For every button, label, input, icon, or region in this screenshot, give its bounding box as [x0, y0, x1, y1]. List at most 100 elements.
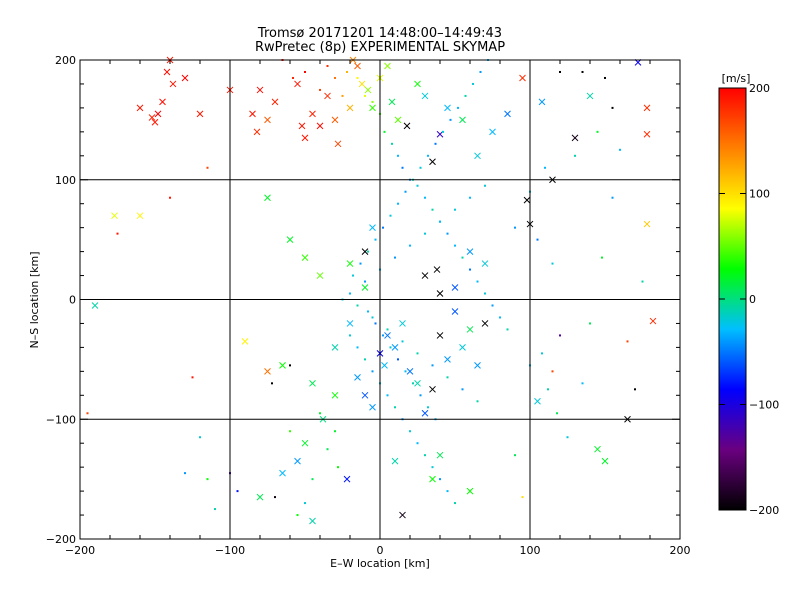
data-point-x	[481, 320, 489, 327]
data-point-stroke	[358, 80, 366, 88]
data-point-stroke	[148, 114, 156, 121]
data-point-dot	[431, 466, 434, 469]
data-point-dot	[446, 490, 449, 493]
data-point-dot	[611, 196, 614, 199]
data-point-dot	[367, 250, 369, 253]
data-point-dot	[499, 316, 501, 319]
data-point-x	[309, 379, 316, 387]
data-point-x	[466, 326, 474, 333]
scatter-plot-area: −200−200 −100 −100 0 0 100 100 200 200	[46, 54, 691, 557]
data-point-stroke	[331, 391, 339, 399]
data-point-stroke	[286, 236, 294, 243]
data-point-dot	[427, 154, 429, 157]
data-point-stroke	[474, 362, 481, 369]
data-point-dot	[386, 328, 389, 331]
data-point-x	[571, 134, 579, 142]
data-point-x	[264, 367, 271, 375]
data-point-stroke	[169, 80, 177, 88]
x-tick-label: 200	[670, 544, 691, 557]
data-point-dot	[424, 454, 426, 457]
data-point-dot	[374, 238, 377, 241]
data-point-dot	[191, 376, 194, 379]
data-point-x	[151, 118, 159, 126]
data-point-x	[429, 158, 436, 166]
data-point-stroke	[414, 379, 421, 387]
data-point-x	[451, 284, 459, 291]
data-point-stroke	[241, 338, 249, 345]
data-point-stroke	[361, 284, 369, 291]
data-point-stroke	[354, 62, 361, 70]
data-point-x	[414, 379, 421, 387]
data-point-x	[163, 68, 171, 76]
data-point-x	[309, 517, 316, 525]
data-point-x	[429, 385, 436, 393]
data-point-dot	[371, 370, 374, 373]
data-point-stroke	[649, 317, 657, 325]
data-point-stroke	[256, 86, 264, 94]
data-point-x	[421, 92, 429, 100]
data-point-dot	[431, 364, 434, 367]
data-point-dot	[86, 412, 89, 415]
data-point-dot	[521, 496, 524, 499]
data-point-stroke	[331, 116, 339, 124]
data-point-stroke	[451, 308, 459, 315]
data-point-stroke	[256, 493, 264, 501]
data-point-stroke	[414, 80, 421, 88]
data-point-stroke	[643, 220, 651, 228]
data-point-dot	[514, 226, 516, 229]
data-point-dot	[214, 508, 216, 511]
data-point-dot	[397, 358, 399, 361]
data-point-x	[331, 116, 339, 124]
data-point-dot	[236, 490, 239, 493]
data-point-x	[391, 344, 399, 351]
data-point-dot	[476, 400, 479, 403]
chart-title: Tromsø 20171201 14:48:00–14:49:43	[257, 26, 502, 41]
data-point-dot	[427, 406, 429, 409]
data-point-x	[331, 391, 339, 399]
data-point-dot	[289, 430, 291, 433]
x-tick-label: −100	[215, 544, 245, 557]
data-point-dot	[442, 130, 444, 133]
data-point-dot	[404, 190, 407, 193]
data-point-x	[414, 80, 421, 88]
data-point-x	[169, 80, 177, 88]
y-tick-label: −200	[46, 533, 76, 546]
data-point-dot	[446, 232, 449, 235]
data-point-stroke	[444, 356, 451, 363]
data-point-x	[298, 122, 306, 130]
y-tick-label: 100	[55, 174, 76, 187]
data-point-stroke	[534, 397, 541, 405]
data-point-dot	[169, 196, 171, 199]
data-point-dot	[319, 412, 321, 415]
data-point-stroke	[421, 272, 429, 279]
data-point-x	[384, 62, 391, 70]
data-point-x	[474, 152, 481, 160]
data-point-dot	[461, 388, 464, 391]
data-point-dot	[374, 322, 377, 325]
data-point-dot	[401, 340, 404, 343]
data-point-stroke	[466, 248, 474, 255]
data-point-stroke	[451, 284, 459, 291]
data-point-x	[346, 320, 354, 327]
data-point-dot	[391, 142, 393, 145]
data-point-stroke	[294, 457, 301, 465]
data-point-dot	[356, 304, 359, 307]
data-point-dot	[326, 64, 329, 67]
data-point-x	[358, 80, 366, 88]
data-point-dot	[394, 256, 396, 259]
data-point-stroke	[331, 344, 339, 351]
x-tick-label: 0	[377, 544, 384, 557]
colorbar: 200 100 0 −100 −200	[718, 82, 779, 517]
data-point-x	[444, 356, 451, 363]
data-point-dot	[634, 388, 636, 391]
data-point-stroke	[301, 439, 309, 447]
data-point-x	[324, 92, 331, 100]
data-point-dot	[409, 244, 411, 247]
data-point-stroke	[301, 134, 309, 142]
data-point-dot	[556, 412, 558, 415]
data-point-dot	[401, 166, 404, 169]
data-point-dot	[367, 310, 369, 313]
data-point-x	[643, 220, 651, 228]
data-point-stroke	[429, 475, 436, 483]
data-point-dot	[491, 304, 494, 307]
